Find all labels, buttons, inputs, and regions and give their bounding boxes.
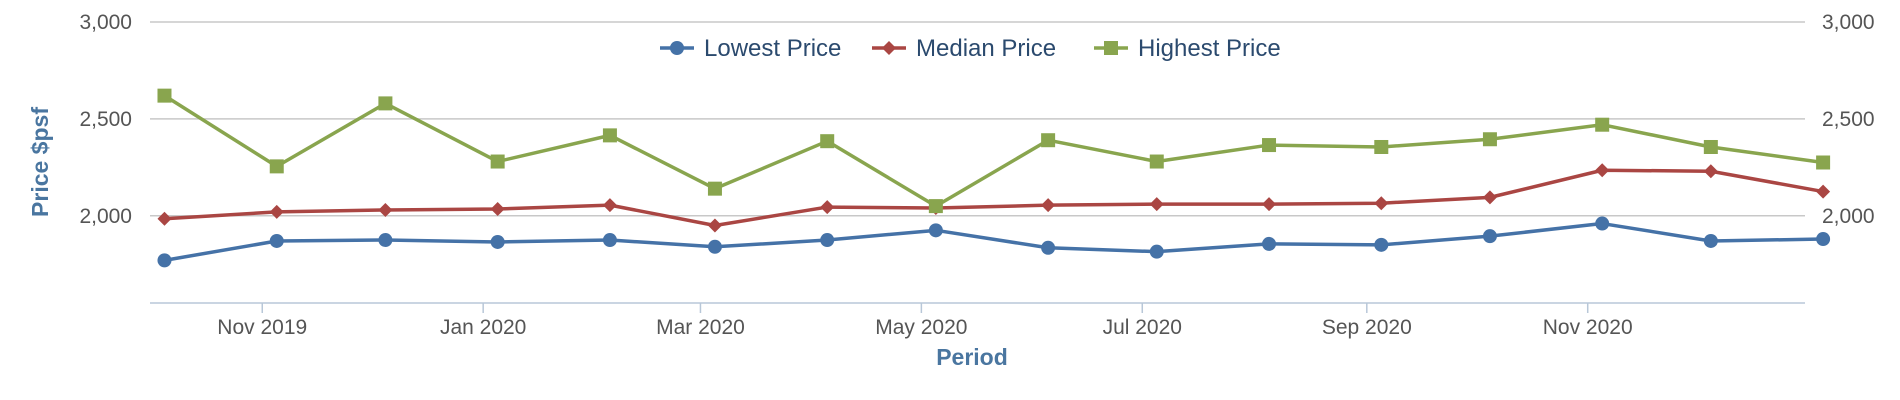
data-point-median-price[interactable] — [1262, 197, 1277, 212]
data-point-lowest-price[interactable] — [1374, 237, 1389, 252]
data-point-highest-price[interactable] — [1374, 139, 1389, 154]
data-point-median-price[interactable] — [378, 202, 393, 217]
legend-label-lowest-price: Lowest Price — [704, 35, 841, 62]
data-point-lowest-price[interactable] — [1262, 236, 1277, 251]
data-point-lowest-price[interactable] — [1482, 229, 1497, 244]
legend-label-highest-price: Highest Price — [1138, 35, 1281, 62]
data-point-median-price[interactable] — [1816, 184, 1831, 199]
data-point-lowest-price[interactable] — [707, 239, 722, 254]
legend-marker-lowest-price — [670, 41, 684, 55]
gridlines — [150, 21, 1805, 217]
data-point-highest-price[interactable] — [490, 154, 505, 169]
data-point-median-price[interactable] — [1482, 190, 1497, 205]
data-point-lowest-price[interactable] — [820, 233, 835, 248]
data-point-median-price[interactable] — [1595, 163, 1610, 178]
x-tick-label: May 2020 — [875, 316, 967, 339]
series-line-highest-price — [163, 94, 1824, 208]
data-point-lowest-price[interactable] — [157, 253, 172, 268]
data-point-lowest-price[interactable] — [1703, 233, 1718, 248]
x-tick-label: Nov 2020 — [1543, 316, 1633, 339]
data-point-highest-price[interactable] — [1041, 133, 1056, 148]
data-point-median-price[interactable] — [157, 211, 172, 226]
data-point-lowest-price[interactable] — [928, 223, 943, 238]
data-point-median-price[interactable] — [707, 218, 722, 233]
x-tick-label: Jan 2020 — [440, 316, 526, 339]
y-tick-label-right: 2,000 — [1822, 205, 1875, 228]
data-point-highest-price[interactable] — [1149, 154, 1164, 169]
series-lowest-price — [157, 216, 1831, 268]
data-point-highest-price[interactable] — [1816, 155, 1831, 170]
data-point-highest-price[interactable] — [378, 96, 393, 111]
data-point-lowest-price[interactable] — [1816, 232, 1831, 247]
data-point-median-price[interactable] — [1149, 197, 1164, 212]
series-highest-price — [157, 88, 1831, 214]
data-point-highest-price[interactable] — [602, 128, 617, 143]
data-point-median-price[interactable] — [490, 202, 505, 217]
data-point-lowest-price[interactable] — [378, 233, 393, 248]
legend-label-median-price: Median Price — [916, 35, 1056, 62]
y-tick-label-left: 2,000 — [79, 205, 132, 228]
legend-item-highest-price[interactable]: Highest Price — [1094, 35, 1281, 62]
data-point-highest-price[interactable] — [1595, 117, 1610, 132]
data-point-median-price[interactable] — [1041, 198, 1056, 213]
data-point-lowest-price[interactable] — [490, 234, 505, 249]
data-point-highest-price[interactable] — [1703, 139, 1718, 154]
series-layer — [157, 88, 1831, 268]
legend-item-median-price[interactable]: Median Price — [872, 35, 1056, 62]
axes: 2,000 2,000 2,500 2,500 3,000 3,000 Nov 2019 Ja… — [79, 11, 1874, 339]
y-tick-label-left: 3,000 — [79, 11, 132, 34]
y-tick-label-right: 2,500 — [1822, 108, 1875, 131]
y-tick-label-right: 3,000 — [1822, 11, 1875, 34]
y-axis-title: Price $psf — [27, 107, 53, 217]
data-point-highest-price[interactable] — [1262, 138, 1277, 153]
x-axis-title: Period — [936, 344, 1008, 370]
legend-marker-median-price — [882, 41, 896, 55]
y-tick-label-left: 2,500 — [79, 108, 132, 131]
x-tick-label: Nov 2019 — [217, 316, 307, 339]
legend-item-lowest-price[interactable]: Lowest Price — [660, 35, 841, 62]
data-point-lowest-price[interactable] — [1149, 244, 1164, 259]
data-point-median-price[interactable] — [602, 198, 617, 213]
data-point-median-price[interactable] — [269, 204, 284, 219]
data-point-median-price[interactable] — [820, 200, 835, 215]
data-point-highest-price[interactable] — [157, 88, 172, 103]
data-point-lowest-price[interactable] — [602, 233, 617, 248]
data-point-median-price[interactable] — [1703, 164, 1718, 179]
x-tick-label: Sep 2020 — [1322, 316, 1412, 339]
x-tick-label: Mar 2020 — [656, 316, 745, 339]
legend-marker-highest-price — [1104, 41, 1118, 55]
data-point-median-price[interactable] — [1374, 196, 1389, 211]
data-point-lowest-price[interactable] — [269, 233, 284, 248]
data-point-lowest-price[interactable] — [1041, 240, 1056, 255]
data-point-highest-price[interactable] — [707, 181, 722, 196]
data-point-lowest-price[interactable] — [1595, 216, 1610, 231]
series-line-lowest-price — [164, 221, 1824, 263]
data-point-highest-price[interactable] — [1482, 132, 1497, 147]
legend[interactable]: Lowest Price Median Price Highest Price — [660, 35, 1281, 62]
data-point-highest-price[interactable] — [820, 134, 835, 149]
x-tick-label: Jul 2020 — [1103, 316, 1182, 339]
series-line-median-price — [164, 168, 1824, 228]
data-point-highest-price[interactable] — [269, 159, 284, 174]
data-point-highest-price[interactable] — [928, 199, 943, 214]
